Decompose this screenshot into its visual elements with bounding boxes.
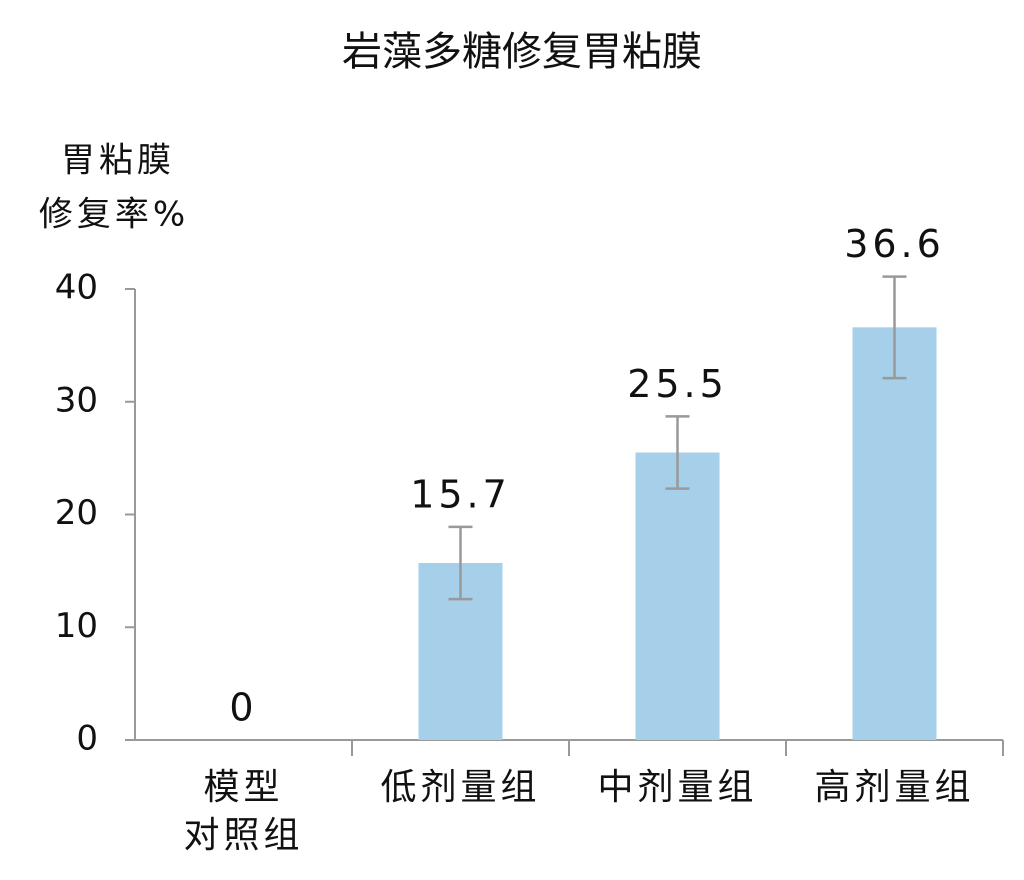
y-tick-label: 30 — [55, 380, 98, 420]
data-label: 0 — [229, 686, 257, 730]
y-tick-label: 40 — [55, 268, 98, 308]
y-axis-label: 胃粘膜 — [61, 141, 175, 181]
y-tick-label: 0 — [76, 719, 98, 759]
x-tick-label: 低剂量组 — [380, 767, 541, 808]
x-tick-label: 中剂量组 — [597, 767, 758, 808]
bar — [635, 452, 720, 740]
data-label: 36.6 — [844, 222, 945, 266]
y-tick-label: 20 — [55, 493, 98, 533]
chart-title: 岩藻多糖修复胃粘膜 — [342, 29, 702, 75]
bar — [852, 327, 937, 740]
y-tick-label: 10 — [55, 606, 98, 646]
data-label: 25.5 — [627, 362, 728, 406]
x-tick-label: 模型 对照组 — [183, 767, 304, 856]
y-axis-label: 修复率% — [39, 195, 189, 235]
x-tick-label: 高剂量组 — [814, 767, 975, 808]
data-label: 15.7 — [410, 472, 511, 516]
